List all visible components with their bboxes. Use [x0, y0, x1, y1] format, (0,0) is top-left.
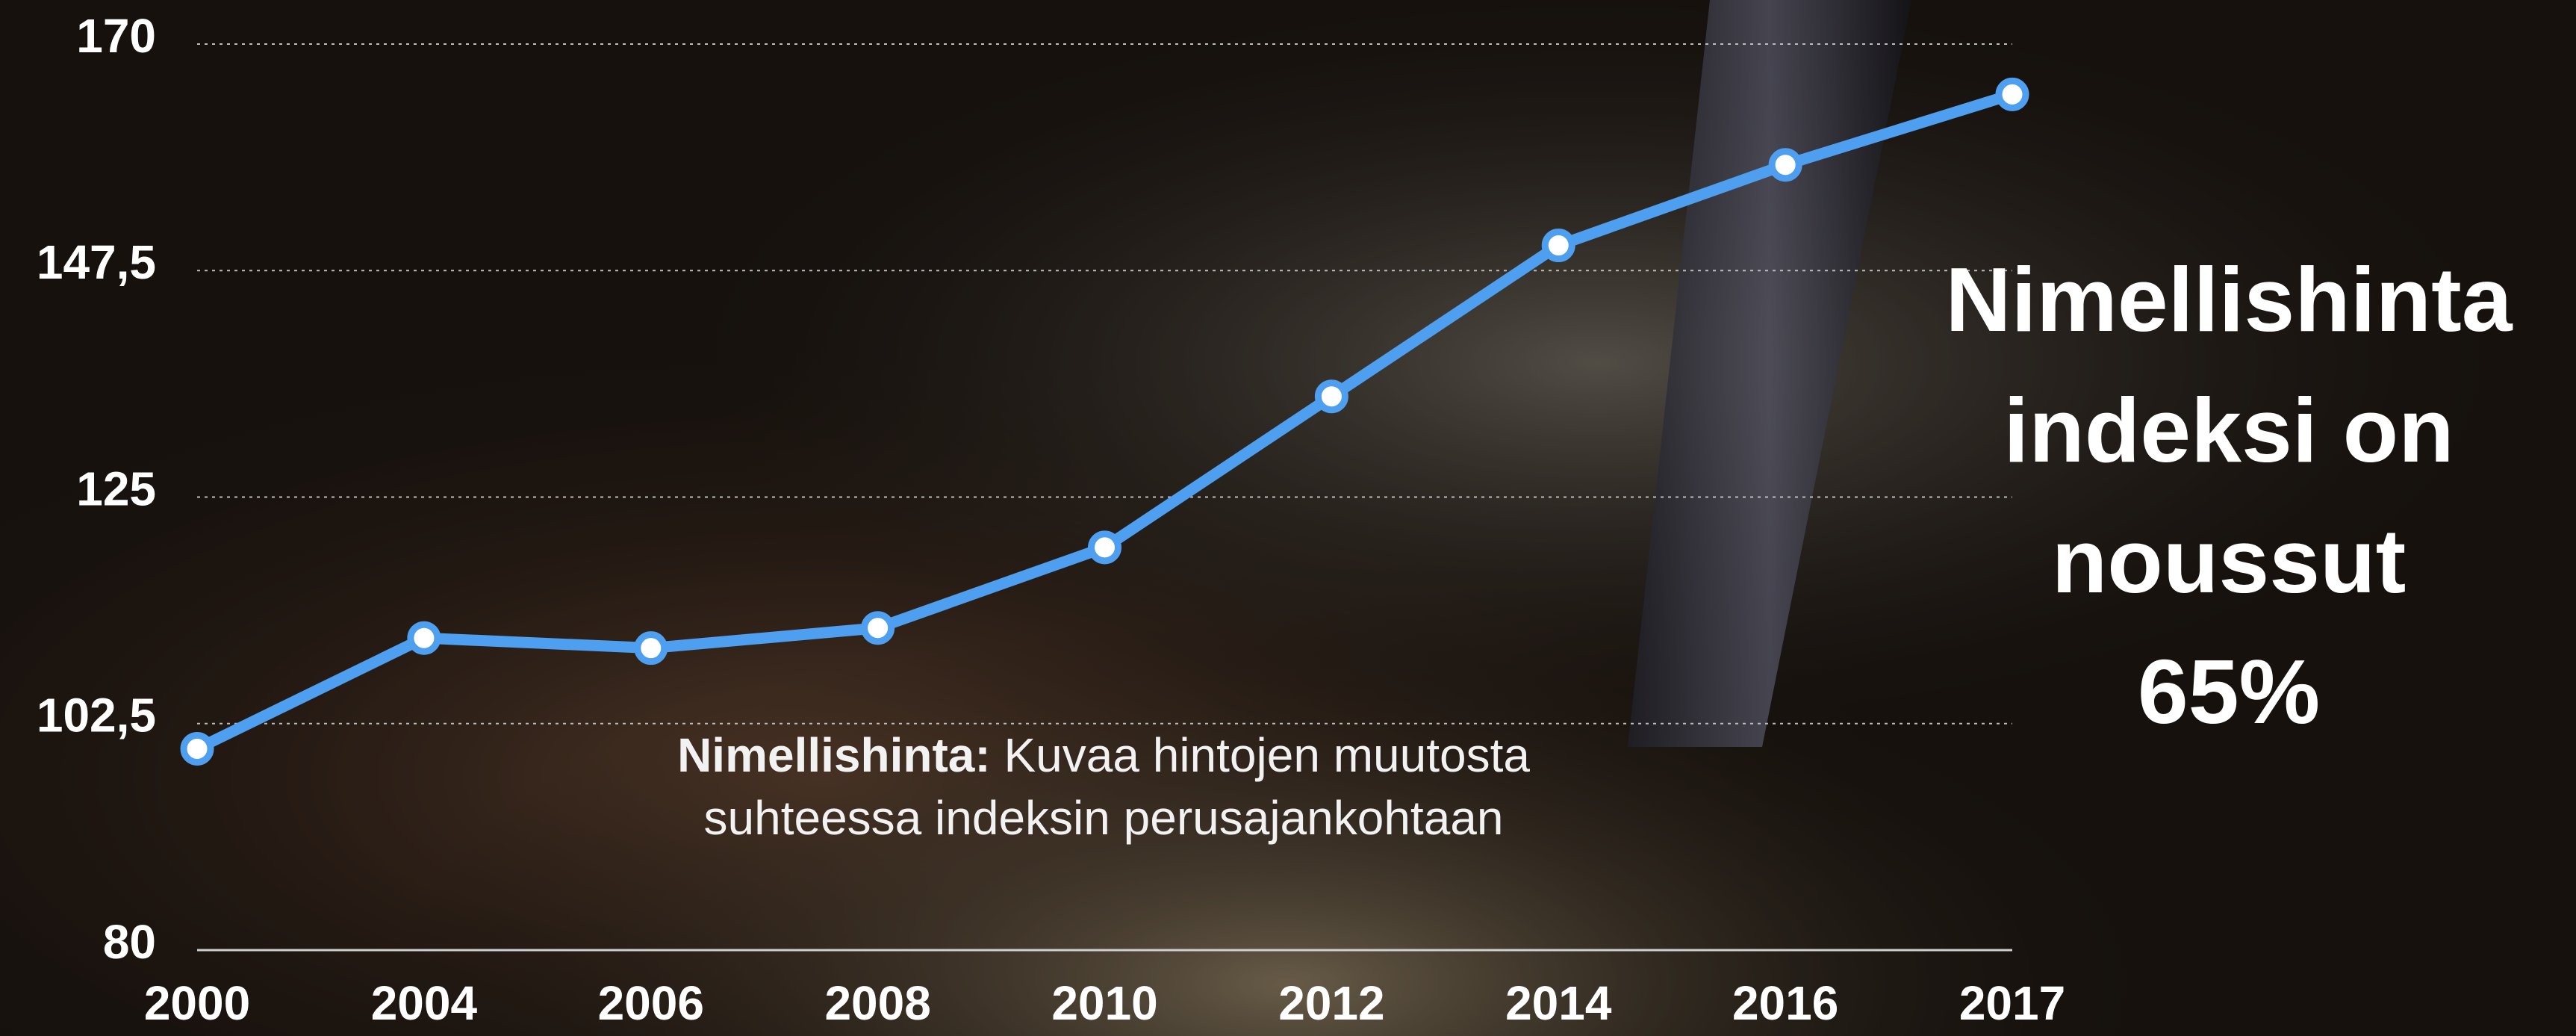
note-line: Nimellishinta: Kuvaa hintojen muutosta	[677, 728, 1530, 782]
headline: Nimellishinta	[1945, 249, 2513, 350]
point	[1995, 77, 2029, 111]
x-tick-label: 2016	[1732, 976, 1838, 1030]
tap	[1628, 0, 1911, 747]
x-tick-label: 2000	[144, 976, 250, 1030]
y-tick-label: 80	[103, 915, 156, 969]
x-tick-label: 2006	[598, 976, 704, 1030]
note-text: Kuvaa hintojen muutosta	[1004, 728, 1530, 782]
point	[407, 621, 441, 655]
note-text: suhteessa indeksin perusajankohtaan	[704, 791, 1504, 845]
x-tick-label: 2012	[1278, 976, 1384, 1030]
point	[861, 611, 895, 645]
point	[1541, 229, 1575, 263]
point	[1088, 530, 1121, 565]
x-tick-label: 2014	[1505, 976, 1612, 1030]
note-label: Nimellishinta:	[677, 728, 991, 782]
y-tick-label: 125	[76, 462, 156, 515]
x-tick-label: 2010	[1051, 976, 1157, 1030]
x-tick-label: 2008	[824, 976, 930, 1030]
x-tick-label: 2017	[1959, 976, 2065, 1030]
x-tick-label: 2004	[371, 976, 478, 1030]
headline: noussut	[2052, 510, 2406, 612]
headline: 65%	[2138, 641, 2320, 742]
point	[1768, 148, 1802, 182]
point	[634, 631, 668, 666]
y-tick-label: 102,5	[37, 689, 156, 742]
headline: indeksi on	[2003, 379, 2454, 481]
y-tick-label: 170	[76, 9, 156, 63]
point	[1314, 379, 1348, 414]
y-tick-label: 147,5	[37, 235, 156, 289]
point	[180, 731, 214, 766]
